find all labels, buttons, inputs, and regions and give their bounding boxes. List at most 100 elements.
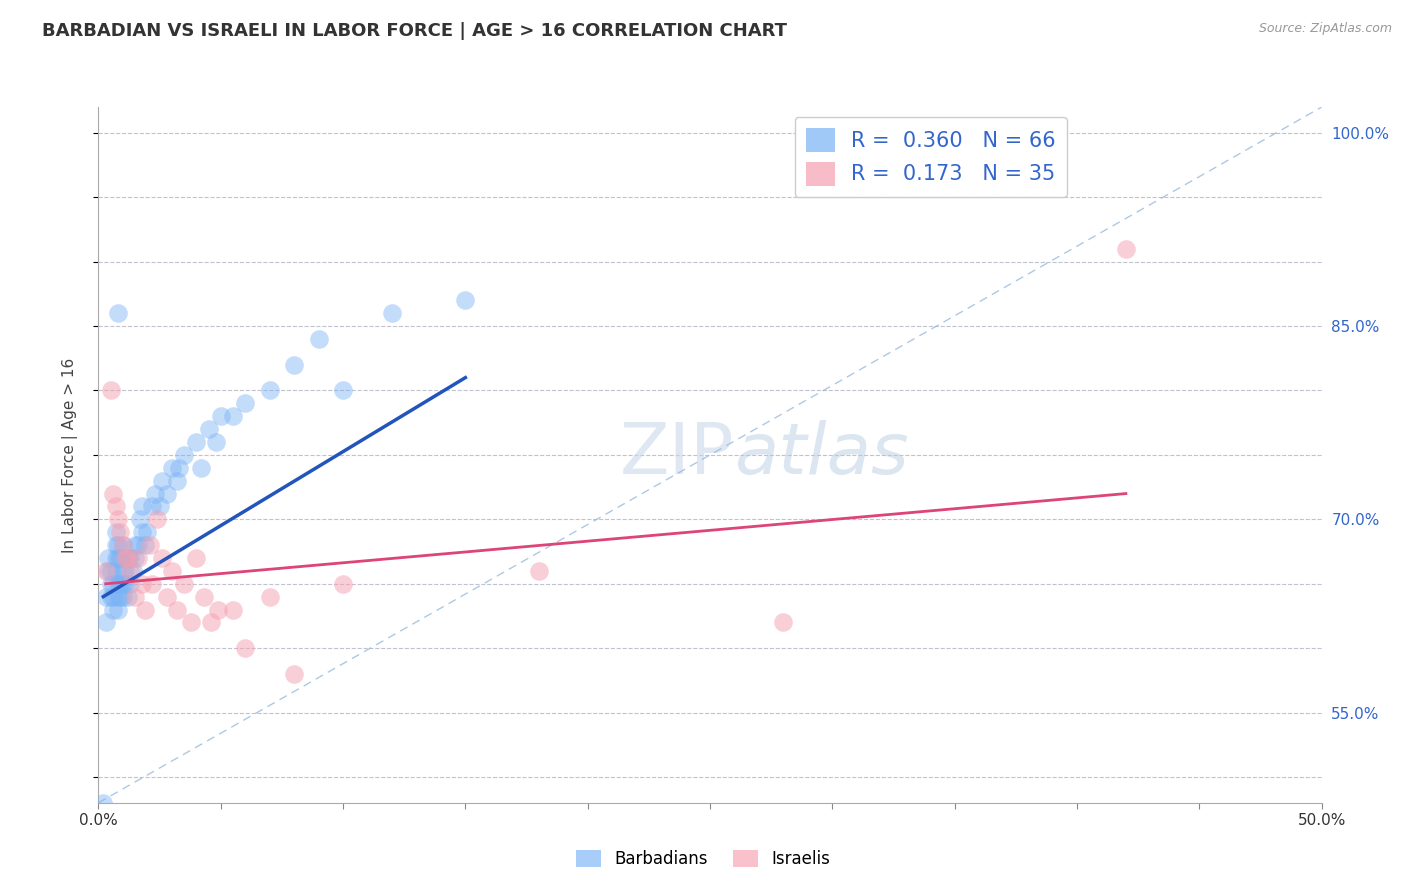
Point [107, 576, 129, 591]
Point [94, 564, 117, 578]
Point [186, 551, 208, 566]
Point [110, 551, 132, 566]
Point [156, 486, 179, 500]
Text: BARBADIAN VS ISRAELI IN LABOR FORCE | AGE > 16 CORRELATION CHART: BARBADIAN VS ISRAELI IN LABOR FORCE | AG… [42, 22, 787, 40]
Point [111, 576, 134, 591]
Point [134, 602, 156, 616]
Point [101, 590, 124, 604]
Point [114, 564, 136, 578]
Point [173, 576, 195, 591]
Point [94, 615, 117, 630]
Point [124, 590, 146, 604]
Point [111, 590, 134, 604]
Point [156, 590, 179, 604]
Point [100, 384, 122, 398]
Point [124, 551, 146, 566]
Point [111, 538, 134, 552]
Point [150, 474, 173, 488]
Point [173, 448, 195, 462]
Point [186, 435, 208, 450]
Point [332, 576, 354, 591]
Point [134, 538, 156, 552]
Point [127, 551, 149, 566]
Point [107, 512, 129, 526]
Point [120, 551, 142, 566]
Point [141, 576, 163, 591]
Point [104, 551, 127, 566]
Point [110, 590, 132, 604]
Point [101, 602, 124, 616]
Point [121, 564, 143, 578]
Point [527, 564, 550, 578]
Point [100, 590, 122, 604]
Point [97, 551, 120, 566]
Point [143, 486, 166, 500]
Point [141, 500, 163, 514]
Point [107, 306, 129, 320]
Point [209, 409, 232, 424]
Point [160, 564, 183, 578]
Point [120, 564, 142, 578]
Point [107, 590, 129, 604]
Text: ZIP: ZIP [620, 420, 734, 490]
Point [114, 576, 136, 591]
Point [94, 590, 117, 604]
Point [107, 602, 129, 616]
Point [104, 564, 127, 578]
Point [150, 551, 173, 566]
Point [207, 602, 229, 616]
Point [1115, 242, 1137, 256]
Point [193, 590, 215, 604]
Point [139, 538, 162, 552]
Point [100, 576, 122, 591]
Point [111, 538, 134, 552]
Point [117, 551, 139, 566]
Point [160, 460, 183, 475]
Point [101, 576, 124, 591]
Point [205, 435, 228, 450]
Point [107, 551, 129, 566]
Point [167, 460, 190, 475]
Point [308, 332, 330, 346]
Point [332, 384, 354, 398]
Point [97, 564, 120, 578]
Point [200, 615, 222, 630]
Point [120, 576, 142, 591]
Point [180, 615, 202, 630]
Point [124, 538, 146, 552]
Point [127, 538, 149, 552]
Legend: Barbadians, Israelis: Barbadians, Israelis [569, 843, 837, 875]
Point [233, 396, 256, 410]
Point [107, 538, 129, 552]
Point [259, 590, 281, 604]
Point [454, 293, 477, 308]
Point [222, 409, 245, 424]
Point [259, 384, 281, 398]
Point [114, 551, 136, 566]
Point [166, 474, 188, 488]
Point [166, 602, 188, 616]
Point [197, 422, 219, 436]
Point [91, 796, 114, 810]
Point [100, 564, 122, 578]
Point [101, 486, 124, 500]
Point [117, 551, 139, 566]
Point [233, 641, 256, 656]
Point [110, 576, 132, 591]
Point [772, 615, 794, 630]
Point [146, 512, 169, 526]
Point [104, 525, 127, 540]
Point [117, 590, 139, 604]
Point [283, 358, 305, 372]
Y-axis label: In Labor Force | Age > 16: In Labor Force | Age > 16 [62, 358, 77, 552]
Point [104, 500, 127, 514]
Text: Source: ZipAtlas.com: Source: ZipAtlas.com [1258, 22, 1392, 36]
Point [104, 538, 127, 552]
Text: atlas: atlas [734, 420, 910, 490]
Legend: R =  0.360   N = 66, R =  0.173   N = 35: R = 0.360 N = 66, R = 0.173 N = 35 [794, 117, 1067, 197]
Point [131, 576, 153, 591]
Point [111, 564, 134, 578]
Point [131, 500, 153, 514]
Point [136, 525, 159, 540]
Point [129, 512, 152, 526]
